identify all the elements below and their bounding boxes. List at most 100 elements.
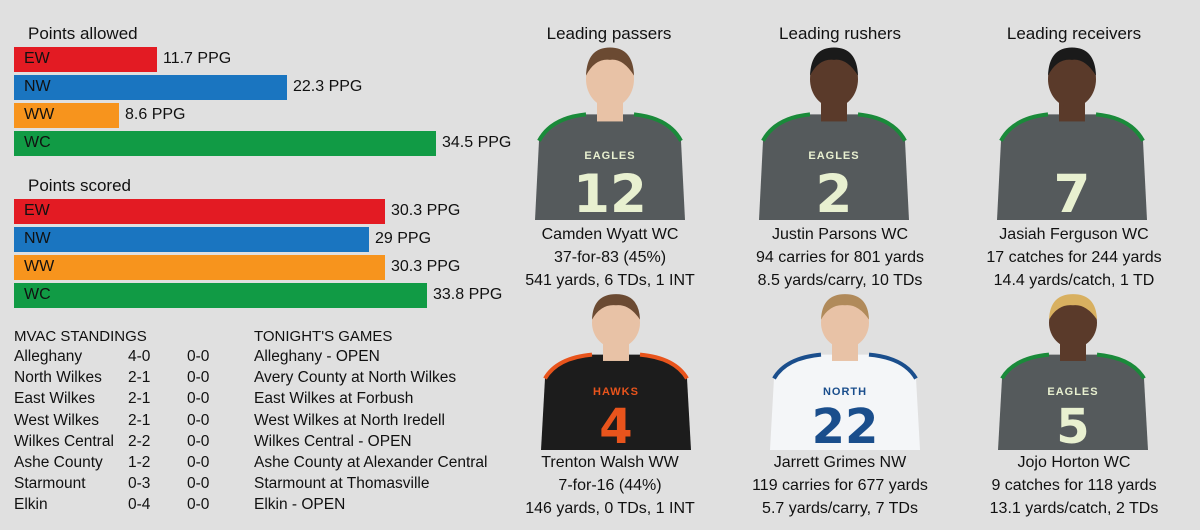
bar-ew: EW: [14, 199, 385, 224]
standings-conf: 0-0: [187, 496, 210, 514]
standings-conf: 0-0: [187, 390, 210, 408]
bar-value-label: 8.6 PPG: [125, 106, 186, 123]
player-line1: 94 carries for 801 yards: [755, 249, 925, 266]
player-line2: 13.1 yards/catch, 2 TDs: [989, 500, 1159, 517]
player-photo: NORTH 22: [766, 291, 924, 450]
player-line2: 146 yards, 0 TDs, 1 INT: [525, 500, 695, 517]
jersey-number: 2: [815, 164, 853, 220]
bar-team-label: WC: [24, 286, 51, 303]
passers-title: Leading passers: [546, 24, 672, 43]
bar-value-label: 29 PPG: [375, 230, 432, 247]
player-photo: EAGLES 12: [531, 44, 689, 220]
bar-ew: EW: [14, 47, 157, 72]
player-name: Jarrett Grimes NW: [773, 454, 907, 471]
jersey-text: EAGLES: [808, 150, 860, 162]
standings-overall: 0-3: [128, 475, 151, 493]
receivers-title: Leading receivers: [1006, 24, 1142, 43]
standings-team: Starmount: [14, 475, 86, 493]
standings-conf: 0-0: [187, 454, 210, 471]
jersey-number: 12: [573, 164, 647, 220]
player-line1: 119 carries for 677 yards: [752, 477, 928, 494]
player-photo: EAGLES 5: [994, 291, 1152, 450]
standings-team: North Wilkes: [14, 369, 102, 387]
jersey-text: EAGLES: [584, 150, 636, 162]
player-name: Jasiah Ferguson WC: [999, 226, 1149, 243]
player-name: Trenton Walsh WW: [541, 454, 679, 471]
bar-team-label: EW: [24, 202, 50, 219]
player-line2: 14.4 yards/catch, 1 TD: [993, 272, 1155, 289]
points-allowed-title: Points allowed: [28, 24, 138, 43]
standings-team: East Wilkes: [14, 390, 95, 408]
standings-conf: 0-0: [187, 475, 210, 493]
bar-wc: WC: [14, 131, 436, 156]
player-line2: 8.5 yards/carry, 10 TDs: [757, 272, 923, 289]
bar-ww: WW: [14, 103, 119, 128]
game-item: Alleghany - OPEN: [254, 348, 380, 365]
bar-team-label: WW: [24, 106, 55, 123]
player-photo: 7: [993, 44, 1151, 220]
standings-conf: 0-0: [187, 411, 210, 429]
bar-value-label: 34.5 PPG: [442, 134, 512, 151]
bar-wc: WC: [14, 283, 427, 308]
bar-nw: NW: [14, 75, 287, 100]
bar-ww: WW: [14, 255, 385, 280]
jersey-number: 22: [811, 399, 879, 450]
game-item: Ashe County at Alexander Central: [254, 454, 488, 471]
points-scored-title: Points scored: [28, 176, 131, 195]
standings-overall: 0-4: [128, 496, 151, 514]
standings-overall: 2-2: [128, 432, 151, 450]
game-item: Wilkes Central - OPEN: [254, 432, 412, 450]
player-photo: EAGLES 2: [755, 44, 913, 220]
standings-team: Ashe County: [14, 454, 103, 471]
game-item: Elkin - OPEN: [254, 496, 346, 514]
player-caption: Trenton Walsh WW 7-for-16 (44%) 146 yards,…: [485, 451, 735, 520]
standings-conf: 0-0: [187, 432, 210, 450]
bar-value-label: 33.8 PPG: [433, 286, 503, 303]
player-line2: 541 yards, 6 TDs, 1 INT: [525, 272, 695, 289]
game-item: West Wilkes at North Iredell: [254, 411, 445, 429]
jersey-number: 5: [1056, 399, 1090, 450]
player-caption: Jasiah Ferguson WC 17 catches for 244 yar…: [949, 223, 1199, 292]
jersey-text: EAGLES: [1047, 386, 1099, 398]
player-name: Jojo Horton WC: [1017, 454, 1131, 471]
bar-value-label: 30.3 PPG: [391, 202, 461, 219]
player-caption: Justin Parsons WC 94 carries for 801 yard…: [715, 223, 965, 292]
game-item: Avery County at North Wilkes: [254, 369, 457, 387]
jersey-text: NORTH: [822, 386, 868, 398]
player-name: Justin Parsons WC: [771, 226, 909, 243]
standings-overall: 2-1: [128, 411, 151, 429]
standings-overall: 2-1: [128, 390, 151, 408]
player-line1: 7-for-16 (44%): [558, 477, 662, 494]
standings-overall: 4-0: [128, 348, 151, 365]
bar-value-label: 11.7 PPG: [163, 50, 232, 67]
standings-team: Alleghany: [14, 348, 83, 365]
standings-team: Wilkes Central: [14, 432, 114, 450]
rushers-title: Leading rushers: [779, 24, 901, 43]
player-line1: 37-for-83 (45%): [553, 249, 667, 266]
bar-nw: NW: [14, 227, 369, 252]
jersey-number: 4: [599, 399, 633, 450]
bar-value-label: 22.3 PPG: [293, 78, 363, 95]
player-line2: 5.7 yards/carry, 7 TDs: [762, 500, 918, 517]
standings-overall: 1-2: [128, 454, 151, 471]
bar-team-label: WW: [24, 258, 55, 275]
player-line1: 9 catches for 118 yards: [991, 477, 1157, 494]
standings-conf: 0-0: [187, 348, 210, 365]
player-caption: Jarrett Grimes NW 119 carries for 677 yar…: [715, 451, 965, 520]
player-caption: Jojo Horton WC 9 catches for 118 yards 13.…: [949, 451, 1199, 520]
standings-team: Elkin: [14, 496, 48, 514]
bar-team-label: NW: [24, 78, 51, 95]
player-name: Camden Wyatt WC: [541, 226, 679, 243]
game-item: Starmount at Thomasville: [254, 475, 430, 493]
player-caption: Camden Wyatt WC 37-for-83 (45%) 541 yards,…: [485, 223, 735, 292]
player-photo: HAWKS 4: [537, 291, 695, 450]
standings-team: West Wilkes: [14, 411, 99, 429]
player-line1: 17 catches for 244 yards: [986, 249, 1162, 266]
standings-conf: 0-0: [187, 369, 210, 387]
bar-team-label: WC: [24, 134, 51, 151]
standings-title: MVAC STANDINGS: [14, 328, 147, 345]
games-title: TONIGHT'S GAMES: [254, 328, 393, 345]
jersey-number: 7: [1053, 164, 1091, 220]
bar-team-label: NW: [24, 230, 51, 247]
bar-team-label: EW: [24, 50, 50, 67]
